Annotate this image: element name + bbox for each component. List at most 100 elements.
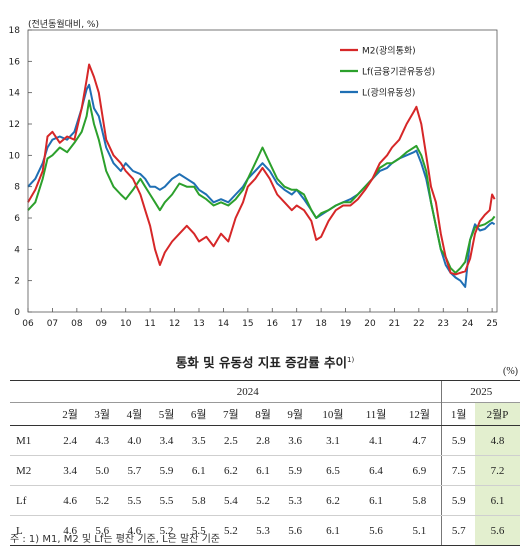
month-header: 7월 [214, 402, 247, 426]
table-cell: 6.1 [246, 455, 280, 486]
table-cell: 4.6 [118, 515, 151, 546]
table-cell: 3.5 [182, 425, 215, 456]
x-tick-label: 19 [340, 319, 352, 329]
table-cell: 6.1 [475, 485, 520, 516]
table-cell: 5.6 [86, 515, 119, 546]
row-label: L [10, 515, 54, 546]
month-header: 6월 [182, 402, 215, 426]
table-cell: 5.9 [441, 485, 476, 516]
table-cell: 4.6 [54, 515, 87, 546]
x-tick-label: 17 [291, 319, 302, 329]
table-cell: 6.2 [214, 455, 247, 486]
x-tick-label: 18 [315, 319, 327, 329]
table-cell: 4.6 [54, 485, 87, 516]
legend: M2(광의통화) Lf(금융기관유동성) L(광의유동성) [340, 45, 435, 99]
table-cell: 4.7 [397, 425, 442, 456]
table-cell: 4.3 [86, 425, 119, 456]
x-tick-label: 06 [22, 319, 34, 329]
table-cell: 5.9 [279, 455, 312, 486]
month-header-row: 2월 3월 4월 5월 6월 7월 8월 9월 10월 11월 12월 1월 2월P [10, 402, 520, 426]
table-cell: 7.2 [475, 455, 520, 486]
y-axis: 0 2 4 6 8 10 12 14 16 18 [9, 26, 32, 318]
series-line [27, 63, 496, 276]
table-cell: 5.5 [118, 485, 151, 516]
y-tick-label: 2 [14, 277, 20, 287]
table-cell: 5.3 [279, 485, 312, 516]
y-tick-label: 16 [9, 57, 21, 67]
legend-label: L(광의유동성) [362, 87, 415, 99]
table-cell: 5.4 [214, 485, 247, 516]
series-line [27, 83, 496, 288]
table-cell: 3.4 [54, 455, 87, 486]
table-row: M1 2.4 4.3 4.0 3.4 3.5 2.5 2.8 3.6 3.1 4.1 4.7 5.9 4.… [10, 425, 520, 456]
table-cell: 3.6 [279, 425, 312, 456]
table-cell: 5.3 [246, 515, 280, 546]
x-tick-label: 23 [438, 319, 449, 329]
table-cell: 5.9 [150, 455, 183, 486]
month-header: 4월 [118, 402, 151, 426]
y-tick-label: 18 [9, 26, 21, 36]
table-cell: 5.6 [354, 515, 398, 546]
table-cell: 5.5 [182, 515, 215, 546]
table-row: L 4.6 5.6 4.6 5.2 5.5 5.2 5.3 5.6 6.1 5.6 5.1 5.7 5.6 [10, 515, 520, 546]
month-header: 5월 [150, 402, 183, 426]
x-tick-label: 14 [218, 319, 230, 329]
table-cell: 2.5 [214, 425, 247, 456]
month-header: 3월 [86, 402, 119, 426]
table-cell: 5.2 [246, 485, 280, 516]
x-tick-label: 15 [242, 319, 253, 329]
row-label: M2 [10, 455, 54, 486]
legend-label: Lf(금융기관유동성) [362, 67, 435, 78]
table-cell: 3.1 [311, 425, 355, 456]
table-cell: 5.6 [279, 515, 312, 546]
x-tick-label: 21 [389, 319, 400, 329]
table-cell: 5.7 [441, 515, 476, 546]
year-header-2024: 2024 [54, 380, 442, 403]
table-cell: 4.1 [354, 425, 398, 456]
table-cell: 6.4 [354, 455, 398, 486]
table-title: 통화 및 유동성 지표 증감률 추이1) [175, 355, 355, 370]
table-cell: 4.8 [475, 425, 520, 456]
table-cell: 6.1 [311, 515, 355, 546]
x-tick-label: 10 [120, 319, 132, 329]
x-tick-label: 16 [267, 319, 279, 329]
corner-cell [10, 402, 54, 426]
y-tick-label: 0 [14, 308, 20, 318]
table-cell: 6.2 [311, 485, 355, 516]
x-axis: 06 07 08 09 10 11 12 13 14 15 16 17 18 19 20 21 22 23 24 25 [22, 308, 498, 329]
plot-frame [27, 29, 498, 313]
x-tick-label: 11 [144, 319, 155, 329]
table-body: M1 2.4 4.3 4.0 3.4 3.5 2.5 2.8 3.6 3.1 4.1 4.7 5.9 4.… [10, 425, 520, 546]
table-cell: 5.5 [150, 485, 183, 516]
table-cell: 6.1 [354, 485, 398, 516]
corner-cell [10, 380, 54, 403]
table-cell: 2.8 [246, 425, 280, 456]
table-cell: 5.8 [397, 485, 442, 516]
month-header: 12월 [397, 402, 442, 426]
x-tick-label: 07 [47, 319, 58, 329]
table-cell: 2.4 [54, 425, 87, 456]
y-tick-label: 8 [14, 183, 20, 193]
table-cell: 6.1 [182, 455, 215, 486]
table-cell: 5.2 [150, 515, 183, 546]
table-cell: 3.4 [150, 425, 183, 456]
series-line [27, 99, 496, 274]
table-row: M2 3.4 5.0 5.7 5.9 6.1 6.2 6.1 5.9 6.5 6.4 6.9 7.5 7.… [10, 455, 520, 486]
table-cell: 5.2 [86, 485, 119, 516]
month-header: 9월 [279, 402, 312, 426]
x-tick-label: 13 [193, 319, 204, 329]
table-cell: 5.9 [441, 425, 476, 456]
month-header: 1월 [441, 402, 476, 426]
month-header: 8월 [246, 402, 280, 426]
legend-label: M2(광의통화) [362, 45, 416, 57]
x-tick-label: 22 [413, 319, 424, 329]
footnote: 주 : 1) M1, M2 및 Lf는 평잔 기준, L은 말잔 기준 [10, 534, 220, 545]
table-cell: 7.5 [441, 455, 476, 486]
x-tick-label: 25 [486, 319, 497, 329]
table-cell: 6.5 [311, 455, 355, 486]
y-tick-label: 6 [14, 214, 20, 224]
y-tick-label: 4 [14, 245, 20, 255]
row-label: M1 [10, 425, 54, 456]
table-cell: 5.6 [475, 515, 520, 546]
